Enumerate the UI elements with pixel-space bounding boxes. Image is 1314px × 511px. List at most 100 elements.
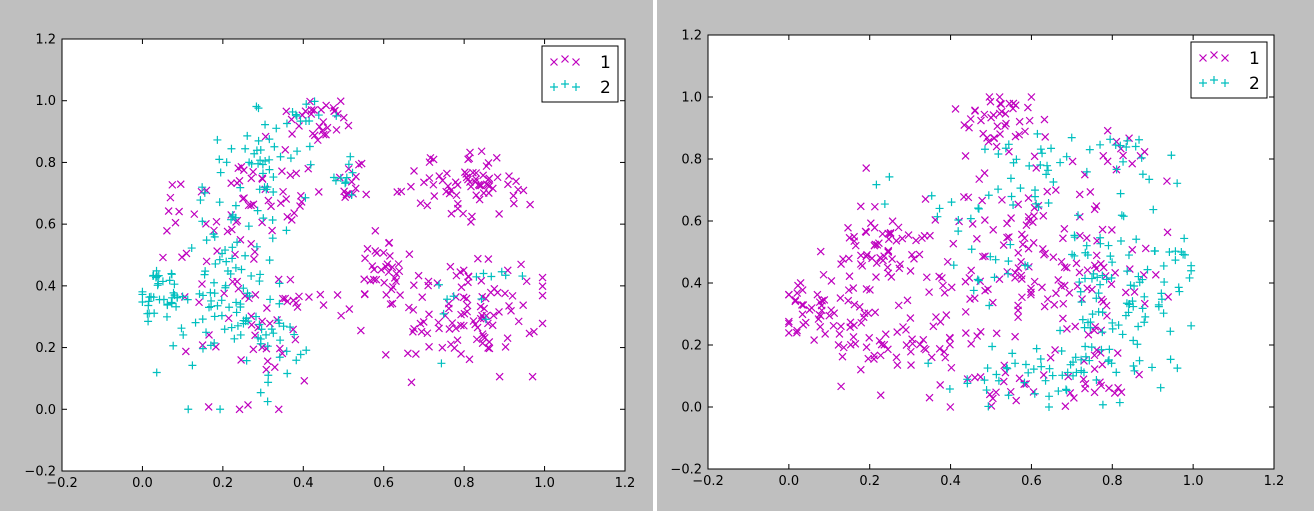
- point-series-1-x-marker: [404, 303, 413, 312]
- point-series-1-x-marker: [1018, 240, 1027, 249]
- point-series-2-plus-marker: [1175, 287, 1184, 296]
- point-series-1-x-marker: [315, 122, 324, 131]
- y-tick-label: 0.8: [35, 156, 56, 171]
- point-series-2-plus-marker: [1033, 129, 1042, 138]
- point-series-1-x-marker: [1072, 259, 1081, 268]
- point-series-1-x-marker: [282, 195, 291, 203]
- point-series-2-plus-marker: [222, 158, 231, 167]
- legend-plus-marker: [1199, 79, 1207, 87]
- point-series-1-x-marker: [288, 129, 297, 138]
- point-series-1-x-marker: [906, 266, 915, 275]
- point-series-1-x-marker: [791, 297, 800, 306]
- y-tick-label: 0.4: [35, 279, 56, 294]
- point-series-1-x-marker: [1107, 226, 1116, 234]
- x-tick-label: 1.2: [1264, 474, 1285, 489]
- point-series-1-x-marker: [846, 340, 855, 349]
- point-series-2-plus-marker: [267, 325, 276, 334]
- point-series-2-plus-marker: [187, 244, 196, 253]
- point-series-1-x-marker: [197, 187, 206, 196]
- legend: 12: [1190, 41, 1268, 99]
- point-series-2-plus-marker: [283, 369, 292, 378]
- point-series-1-x-marker: [351, 184, 360, 193]
- point-series-1-x-marker: [198, 280, 206, 288]
- point-series-1-x-marker: [472, 169, 481, 177]
- point-series-2-plus-marker: [1076, 287, 1085, 296]
- point-series-2-plus-marker: [170, 291, 179, 300]
- point-series-1-x-marker: [1075, 190, 1084, 199]
- point-series-2-plus-marker: [1134, 322, 1143, 331]
- point-series-2-plus-marker: [215, 155, 224, 164]
- point-series-1-x-marker: [345, 305, 354, 313]
- point-series-1-x-marker: [1128, 245, 1137, 254]
- point-series-2-plus-marker: [188, 361, 197, 370]
- point-series-1-x-marker: [998, 195, 1006, 204]
- point-series-1-x-marker: [1002, 119, 1010, 128]
- point-series-1-x-marker: [1024, 262, 1033, 271]
- point-series-2-plus-marker: [177, 324, 186, 333]
- point-series-1-x-marker: [385, 251, 394, 260]
- point-series-1-x-marker: [927, 353, 936, 362]
- point-series-1-x-marker: [988, 394, 997, 403]
- point-series-1-x-marker: [1015, 374, 1024, 383]
- point-series-1-x-marker: [965, 123, 973, 132]
- point-series-1-x-marker: [941, 353, 950, 362]
- point-series-1-x-marker: [961, 277, 970, 286]
- point-series-1-x-marker: [501, 289, 509, 298]
- point-series-2-plus-marker: [1166, 327, 1175, 336]
- point-series-1-x-marker: [472, 191, 481, 200]
- point-series-2-plus-marker: [231, 201, 240, 210]
- point-series-1-x-marker: [319, 301, 328, 309]
- point-series-2-plus-marker: [165, 276, 174, 285]
- point-series-1-x-marker: [1025, 116, 1034, 125]
- point-series-1-x-marker: [425, 158, 434, 167]
- point-series-2-plus-marker: [443, 295, 452, 304]
- point-series-2-plus-marker: [1137, 153, 1146, 162]
- point-series-1-x-marker: [460, 168, 469, 177]
- point-series-1-x-marker: [1041, 133, 1050, 141]
- x-tick-label: 0.4: [293, 476, 314, 491]
- point-series-1-x-marker: [1105, 384, 1113, 393]
- point-series-1-x-marker: [1119, 151, 1128, 160]
- point-series-2-plus-marker: [153, 281, 162, 290]
- point-series-2-plus-marker: [265, 155, 274, 164]
- points: [784, 93, 1196, 411]
- point-series-1-x-marker: [418, 293, 427, 302]
- point-series-1-x-marker: [1064, 372, 1073, 381]
- point-series-1-x-marker: [784, 317, 793, 326]
- point-series-1-x-marker: [915, 250, 924, 259]
- point-series-1-x-marker: [462, 294, 471, 303]
- point-series-1-x-marker: [291, 335, 300, 344]
- point-series-1-x-marker: [1130, 288, 1139, 296]
- point-series-2-plus-marker: [1107, 274, 1116, 283]
- point-series-1-x-marker: [478, 339, 487, 348]
- point-series-1-x-marker: [1014, 313, 1023, 322]
- point-series-2-plus-marker: [1075, 278, 1084, 287]
- point-series-2-plus-marker: [1032, 344, 1041, 353]
- point-series-1-x-marker: [517, 260, 525, 269]
- point-series-1-x-marker: [423, 329, 432, 338]
- legend-x-marker: [550, 58, 558, 66]
- point-series-1-x-marker: [791, 296, 800, 304]
- point-series-1-x-marker: [287, 216, 296, 224]
- point-series-1-x-marker: [1097, 326, 1106, 335]
- point-series-1-x-marker: [322, 130, 330, 139]
- point-series-1-x-marker: [464, 278, 472, 287]
- point-series-2-plus-marker: [213, 301, 222, 310]
- point-series-2-plus-marker: [217, 296, 226, 305]
- point-series-2-plus-marker: [1130, 281, 1139, 290]
- point-series-2-plus-marker: [1086, 318, 1095, 327]
- point-series-1-x-marker: [1027, 93, 1036, 101]
- point-series-1-x-marker: [870, 351, 879, 360]
- point-series-2-plus-marker: [1037, 362, 1046, 371]
- point-series-1-x-marker: [856, 365, 865, 374]
- point-series-2-plus-marker: [1124, 308, 1133, 317]
- point-series-2-plus-marker: [236, 183, 245, 192]
- point-series-2-plus-marker: [215, 198, 224, 207]
- point-series-2-plus-marker: [1119, 157, 1128, 166]
- point-series-1-x-marker: [960, 121, 969, 129]
- point-series-1-x-marker: [262, 304, 271, 313]
- point-series-1-x-marker: [976, 373, 985, 381]
- point-series-1-x-marker: [435, 172, 444, 180]
- point-series-1-x-marker: [451, 324, 460, 333]
- point-series-1-x-marker: [967, 266, 976, 275]
